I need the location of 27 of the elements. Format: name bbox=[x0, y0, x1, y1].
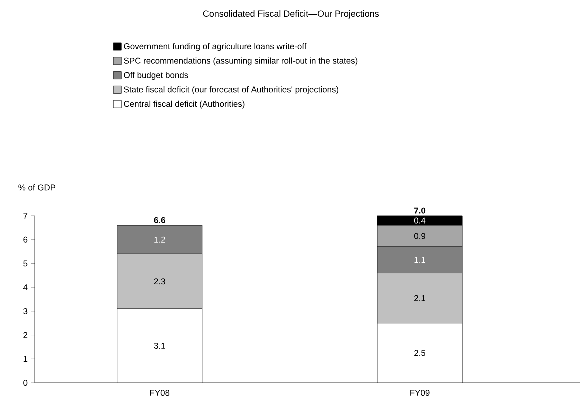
y-tick-label: 3 bbox=[24, 308, 28, 314]
y-tick-label: 4 bbox=[23, 284, 28, 290]
legend-label: Off budget bonds bbox=[124, 72, 188, 80]
total-label: 6.6 bbox=[154, 217, 166, 224]
y-tick-label: 7 bbox=[24, 213, 28, 219]
data-label: 3.1 bbox=[154, 343, 166, 350]
legend-label: Government funding of agriculture loans write-off bbox=[124, 43, 307, 52]
total-label: 7.0 bbox=[414, 208, 426, 214]
data-label: 0.4 bbox=[414, 218, 426, 224]
legend-label: State fiscal deficit (our forecast of Authorities' projections) bbox=[124, 86, 339, 94]
y-tick-label: 5 bbox=[24, 260, 28, 267]
y-tick-label: 1 bbox=[24, 356, 28, 362]
y-axis-title: % of GDP bbox=[18, 184, 56, 191]
data-label: 2.5 bbox=[414, 350, 426, 356]
data-label: 2.3 bbox=[154, 278, 166, 285]
data-label: 0.9 bbox=[414, 233, 426, 240]
data-label: 1.2 bbox=[154, 236, 166, 243]
legend-label: Central fiscal deficit (Authorities) bbox=[124, 100, 245, 109]
y-tick-label: 2 bbox=[24, 332, 28, 338]
chart-title: Consolidated Fiscal Deficit—Our Projections bbox=[203, 10, 380, 19]
data-label: 2.1 bbox=[414, 295, 426, 302]
y-tick-label: 0 bbox=[24, 380, 28, 386]
y-tick-label: 6 bbox=[24, 236, 28, 243]
x-tick-label: FY08 bbox=[150, 390, 170, 396]
legend-label: SPC recommendations (assuming similar roll-out in the states) bbox=[124, 58, 358, 66]
data-label: 1.1 bbox=[414, 257, 426, 264]
x-tick-label: FY09 bbox=[410, 390, 430, 396]
